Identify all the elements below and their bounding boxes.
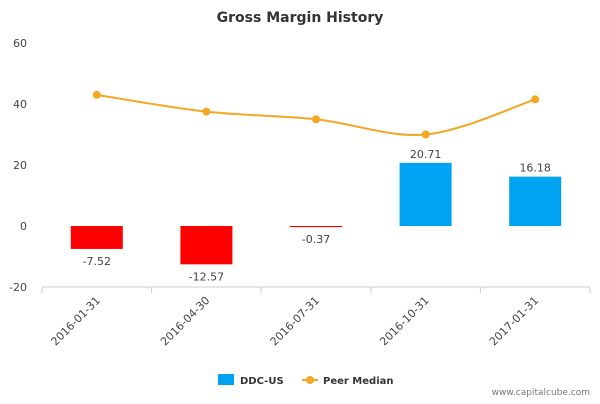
y-tick-label: 40 (13, 98, 27, 111)
bar (290, 226, 342, 228)
peer-median-point (531, 95, 540, 104)
peer-median-point (202, 107, 211, 116)
bar (180, 226, 233, 265)
x-tick-label: 2017-01-31 (487, 294, 541, 348)
peer-median-point (92, 90, 101, 99)
data-label: -0.37 (302, 233, 330, 246)
peer-median-point (421, 130, 430, 139)
credit-text: www.capitalcube.com (492, 388, 590, 398)
y-tick-label: -20 (9, 281, 27, 294)
x-tick-label: 2016-04-30 (158, 294, 212, 348)
x-tick-label: 2016-07-31 (268, 294, 322, 348)
y-tick-label: 60 (13, 37, 27, 50)
peer-median-point (312, 115, 320, 124)
data-label: 16.18 (519, 162, 551, 175)
chart-title: Gross Margin History (217, 10, 384, 26)
x-tick-label: 2016-01-31 (49, 294, 103, 348)
x-tick-label: 2016-10-31 (377, 294, 431, 348)
legend-swatch-ddc-us (218, 374, 234, 385)
y-tick-label: 20 (13, 159, 27, 172)
legend-label-peer-median: Peer Median (323, 376, 394, 387)
legend-label-ddc-us: DDC-US (240, 376, 284, 387)
bar (70, 226, 123, 249)
bar (399, 162, 452, 226)
bar (509, 176, 562, 226)
peer-median-line (96, 93, 536, 136)
data-label: 20.71 (410, 148, 442, 161)
legend-marker-peer-median (306, 376, 314, 384)
y-tick-label: 0 (20, 220, 27, 233)
data-label: -7.52 (83, 255, 111, 268)
data-label: -12.57 (189, 270, 224, 283)
